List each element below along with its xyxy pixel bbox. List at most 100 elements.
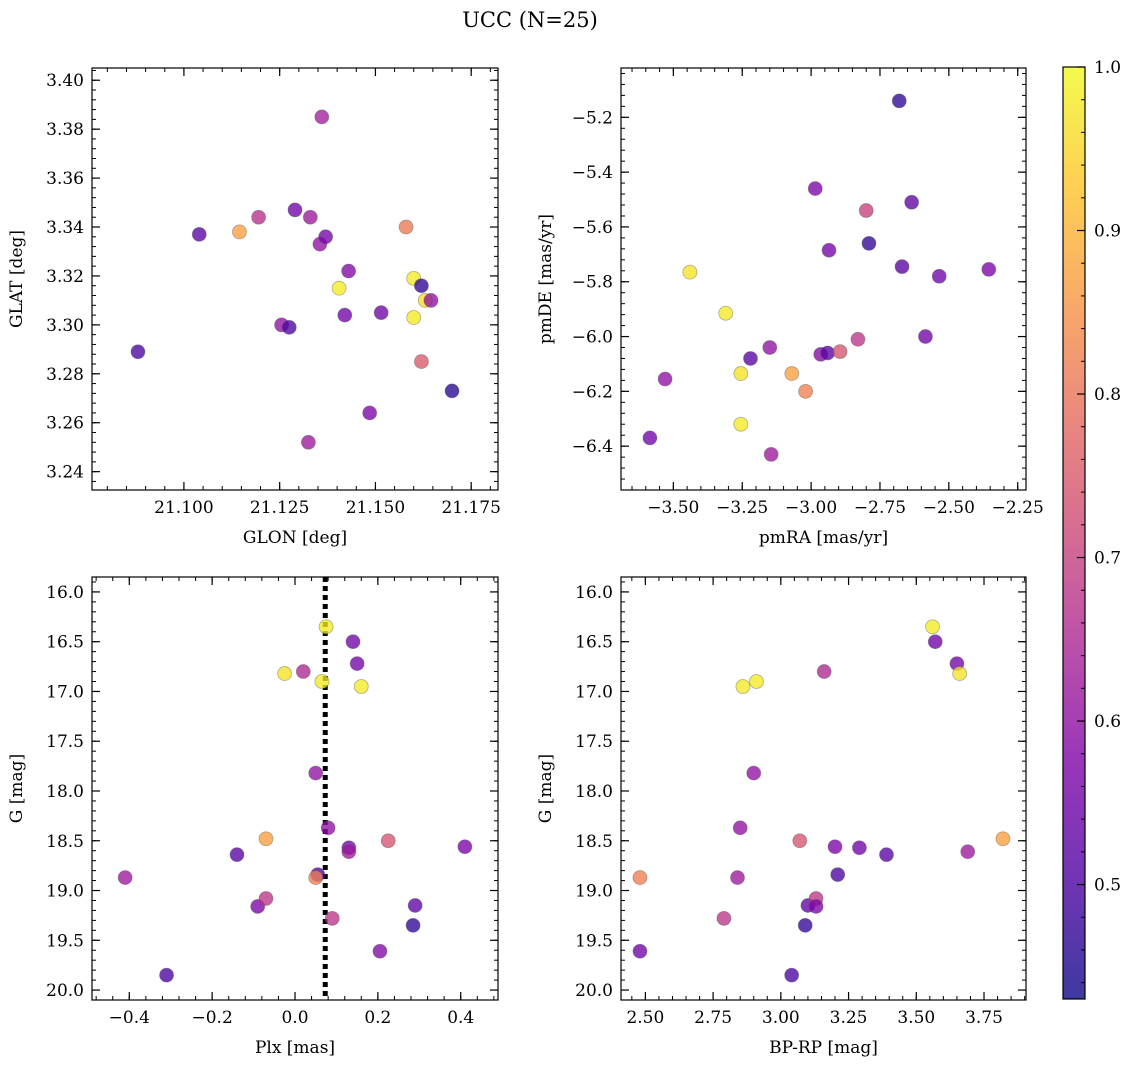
x-axis-label: Plx [mas]: [255, 1038, 335, 1058]
scatter-point: [191, 226, 207, 242]
y-tick-label: 3.30: [46, 316, 84, 336]
scatter-point: [716, 910, 732, 926]
x-tick-label: 2.75: [694, 1008, 732, 1028]
x-tick-label: 0.2: [364, 1008, 391, 1028]
y-tick-label: 3.32: [46, 267, 84, 287]
x-tick-label: −2.25: [992, 498, 1044, 518]
x-tick-label: 21.100: [154, 498, 213, 518]
scatter-point: [816, 664, 832, 679]
scatter-point: [398, 219, 414, 235]
y-tick-label: −5.4: [572, 163, 613, 183]
colorbar-tick-label: 0.8: [1094, 385, 1121, 405]
x-tick-label: −0.4: [109, 1008, 150, 1028]
x-tick-label: 0.4: [447, 1008, 474, 1028]
y-tick-label: −6.4: [572, 437, 613, 457]
scatter-point: [405, 917, 421, 933]
scatter-point: [981, 262, 997, 277]
y-axis-label: GLAT [deg]: [7, 230, 27, 328]
scatter-point: [232, 224, 247, 240]
x-tick-label: 3.75: [965, 1008, 1003, 1028]
x-tick-label: −0.2: [192, 1008, 233, 1028]
scatter-point: [302, 209, 318, 225]
axes-frame: [620, 67, 1027, 491]
colorbar-tick-label: 1.0: [1094, 58, 1121, 78]
scatter-point: [345, 634, 361, 650]
scatter-point: [784, 366, 800, 381]
y-tick-label: 17.5: [46, 732, 84, 752]
scatter-point: [318, 229, 334, 245]
figure-title: UCC (N=25): [462, 8, 598, 32]
scatter-point: [749, 674, 764, 689]
y-axis-label: G [mag]: [536, 754, 556, 823]
y-tick-label: 16.5: [46, 633, 84, 653]
scatter-point: [642, 430, 658, 446]
y-axis-label: pmDE [mas/yr]: [536, 214, 556, 344]
panel-pmra-pmde: −3.50 −3.25 −3.00 −2.75 −2.50 −2.25 −6.4 −6.2 −6…: [536, 67, 1044, 548]
axes-frame: [91, 67, 499, 491]
colorbar-tick-label: 0.6: [1094, 712, 1121, 732]
scatter-point: [632, 870, 648, 885]
y-tick-label: 3.26: [46, 414, 84, 434]
scatter-point: [821, 242, 837, 258]
scatter-point: [281, 319, 297, 335]
scatter-point: [808, 899, 824, 914]
scatter-point: [894, 259, 910, 275]
scatter-point: [320, 820, 336, 836]
scatter-point: [784, 967, 800, 983]
scatter-point: [457, 839, 473, 855]
scatter-point: [413, 354, 429, 369]
x-tick-label: 21.125: [250, 498, 309, 518]
y-tick-label: −5.8: [572, 273, 613, 293]
colorbar-tick-label: 0.7: [1094, 549, 1121, 569]
scatter-point: [827, 839, 843, 855]
scatter-point: [960, 844, 976, 860]
scatter-point: [763, 446, 779, 462]
scatter-point: [830, 867, 846, 882]
scatter-point: [850, 331, 866, 347]
x-tick-label: −3.00: [785, 498, 837, 518]
x-tick-label: 3.00: [762, 1008, 800, 1028]
y-tick-label: −6.0: [572, 328, 613, 348]
y-tick-label: 3.34: [46, 218, 84, 238]
scatter-point: [372, 943, 388, 959]
scatter-point: [406, 310, 422, 325]
colorbar-tick-label: 0.5: [1094, 876, 1121, 896]
scatter-point: [632, 943, 648, 959]
scatter-point: [130, 344, 146, 360]
scatter-point: [341, 263, 357, 279]
scatter-point: [730, 870, 745, 885]
x-tick-label: 2.50: [626, 1008, 664, 1028]
scatter-point: [918, 329, 933, 344]
scatter-point: [308, 870, 324, 885]
scatter-point: [733, 416, 749, 432]
scatter-point: [413, 278, 429, 294]
y-tick-label: 3.38: [46, 120, 84, 140]
scatter-point: [718, 305, 734, 321]
scatter-point: [858, 203, 874, 218]
scatter-point: [277, 666, 293, 681]
scatter-point: [792, 833, 808, 849]
scatter-point: [337, 307, 353, 323]
y-tick-label: 17.0: [46, 682, 84, 702]
scatter-point: [229, 847, 245, 863]
scatter-points: [130, 109, 460, 450]
x-tick-label: 21.175: [441, 498, 500, 518]
scatter-point: [258, 891, 274, 906]
x-axis-label: pmRA [mas/yr]: [759, 528, 888, 548]
y-tick-label: 16.0: [46, 583, 84, 603]
scatter-point: [314, 109, 330, 125]
colorbar-gradient: [1063, 67, 1085, 999]
scatter-point: [308, 765, 324, 781]
scatter-point: [735, 679, 751, 694]
scatter-point: [927, 634, 943, 650]
x-tick-label: 0.0: [281, 1008, 308, 1028]
scatter-point: [314, 674, 330, 689]
y-tick-label: 3.28: [46, 365, 84, 385]
panel-glon-glat: 21.100 21.125 21.150 21.175 3.24 3.26 3.28 3.30…: [7, 67, 501, 548]
scatter-point: [423, 293, 439, 308]
scatter-point: [952, 666, 968, 681]
y-tick-label: 18.5: [575, 832, 613, 852]
scatter-points: [642, 93, 997, 462]
scatter-point: [159, 967, 174, 983]
y-tick-label: −5.6: [572, 218, 613, 238]
